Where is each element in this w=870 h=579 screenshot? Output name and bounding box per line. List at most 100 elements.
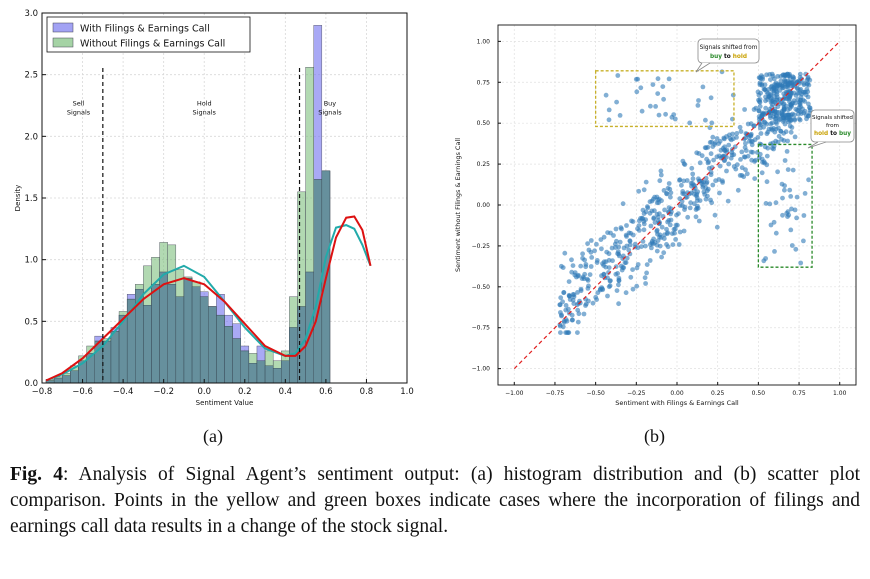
scatter-point	[601, 263, 606, 268]
histogram-overlap-bar	[232, 338, 241, 384]
scatter-point	[706, 165, 712, 171]
scatter-point	[785, 73, 791, 79]
scatter-point	[801, 213, 807, 218]
scatter-point	[670, 242, 676, 248]
scatter-point	[597, 287, 603, 293]
scatter-point	[764, 179, 770, 185]
scatter-point	[687, 120, 693, 126]
scatter-point	[626, 247, 632, 253]
scatter-point	[714, 154, 720, 160]
scatter-point	[759, 73, 764, 78]
scatter-point	[590, 300, 596, 306]
scatter-point	[599, 246, 604, 252]
scatter-point	[651, 216, 657, 222]
scatter-point	[587, 272, 593, 277]
scatter-point	[688, 190, 694, 196]
scatter-point	[787, 187, 793, 193]
scatter-point	[763, 201, 769, 206]
scatter-point	[714, 224, 720, 230]
scatter-point	[598, 237, 604, 243]
x-tick-label: 0.25	[711, 390, 725, 397]
scatter-point	[806, 177, 811, 183]
scatter-point	[659, 254, 664, 260]
scatter-point	[703, 117, 708, 123]
scatter-point	[607, 278, 613, 284]
legend-label: Without Filings & Earnings Call	[80, 39, 225, 50]
scatter-point	[750, 139, 755, 144]
scatter-point	[765, 91, 771, 96]
y-tick-label: −0.25	[472, 243, 491, 250]
histogram-overlap-bar	[199, 296, 209, 384]
scatter-point	[788, 227, 794, 233]
scatter-point	[650, 82, 656, 87]
histogram-overlap-bar	[62, 375, 71, 384]
scatter-point	[700, 84, 706, 90]
scatter-point	[578, 263, 584, 269]
scatter-point	[713, 178, 718, 184]
scatter-point	[761, 159, 767, 165]
scatter-point	[753, 157, 758, 163]
scatter-point	[789, 125, 795, 130]
scatter-point	[585, 241, 590, 247]
scatter-point	[689, 165, 695, 171]
scatter-point	[803, 113, 809, 118]
histogram-overlap-bar	[272, 368, 282, 384]
scatter-point	[634, 89, 640, 95]
scatter-point	[763, 105, 769, 111]
scatter-point	[798, 260, 804, 266]
scatter-point	[786, 212, 792, 218]
scatter-point	[782, 158, 788, 163]
scatter-point	[570, 263, 576, 268]
callout-word: buy	[710, 54, 722, 60]
signal-label: Buy	[324, 100, 337, 108]
y-tick-label: −0.75	[472, 325, 491, 332]
scatter-point	[750, 149, 756, 155]
scatter-point	[606, 270, 611, 275]
scatter-point	[603, 92, 609, 98]
y-tick-label: 1.00	[477, 38, 491, 45]
scatter-point	[752, 176, 758, 182]
y-tick-label: 2.0	[24, 132, 38, 142]
callout-pointer	[807, 141, 827, 149]
scatter-point	[739, 149, 745, 155]
scatter-point	[773, 126, 779, 132]
green-box	[757, 143, 813, 268]
histogram-overlap-bar	[53, 377, 63, 384]
scatter-point	[649, 240, 655, 246]
callout-pointer	[695, 62, 711, 73]
y-axis-label: Sentiment without Filings & Earnings Cal…	[454, 138, 462, 272]
scatter-point	[605, 230, 610, 236]
scatter-point	[562, 250, 568, 256]
histogram-overlap-bar	[167, 284, 177, 384]
scatter-point	[759, 113, 765, 118]
x-tick-label: −0.75	[546, 390, 565, 397]
scatter-point	[641, 227, 647, 233]
scatter-point	[751, 123, 757, 129]
scatter-point	[688, 200, 693, 206]
scatter-point	[790, 167, 796, 173]
scatter-point	[703, 175, 709, 181]
y-tick-label: 0.75	[477, 79, 491, 86]
x-tick-label: 0.0	[197, 387, 211, 397]
scatter-point	[563, 303, 569, 308]
figure-caption: Fig. 4: Analysis of Signal Agent’s senti…	[10, 462, 860, 540]
scatter-point	[743, 148, 749, 154]
scatter-point	[708, 95, 714, 101]
callout-word: to	[828, 131, 839, 137]
histogram-overlap-bar	[224, 326, 233, 384]
scatter-point	[636, 223, 642, 229]
scatter-point	[601, 271, 607, 277]
scatter-point	[743, 167, 748, 173]
scatter-point	[797, 75, 803, 80]
scatter-point	[776, 133, 782, 139]
scatter-point	[763, 256, 768, 261]
scatter-point	[771, 146, 776, 152]
scatter-point	[687, 205, 693, 211]
scatter-point	[616, 244, 622, 250]
scatter-point	[641, 211, 647, 217]
scatter-point	[756, 108, 762, 114]
scatter-point	[771, 86, 776, 92]
scatter-point	[757, 151, 763, 157]
callout-box	[810, 109, 855, 143]
x-tick-label: 0.50	[752, 390, 766, 397]
